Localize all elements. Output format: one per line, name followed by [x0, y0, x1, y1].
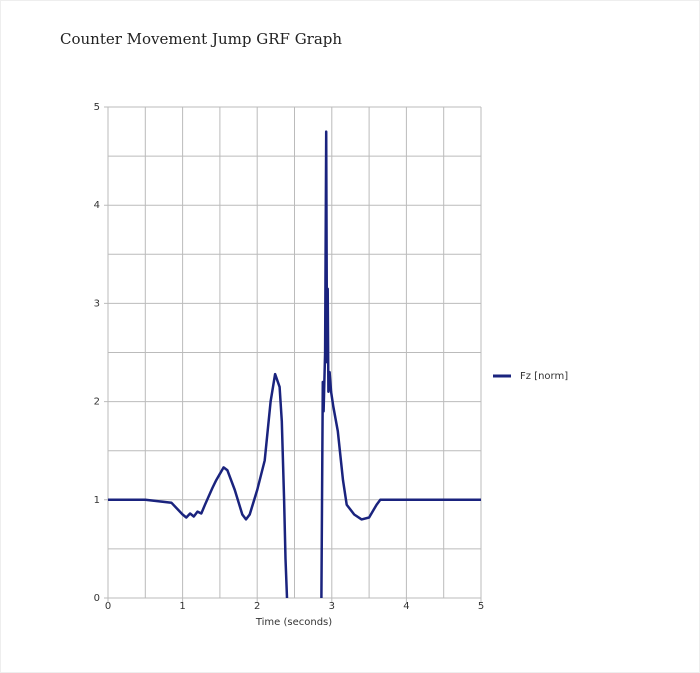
x-tick-label: 3: [329, 601, 335, 612]
y-tick-label: 0: [94, 593, 100, 604]
x-tick-label: 2: [254, 601, 260, 612]
y-tick-label: 5: [94, 102, 100, 113]
x-tick-label: 4: [403, 601, 409, 612]
y-tick-label: 1: [94, 495, 100, 506]
chart-title: Counter Movement Jump GRF Graph: [60, 30, 342, 48]
data-line: [108, 130, 481, 599]
x-tick-label: 1: [179, 601, 185, 612]
y-tick-label: 4: [94, 200, 100, 211]
x-axis-label: Time (seconds): [255, 617, 332, 628]
x-tick-label: 5: [478, 601, 484, 612]
legend-label: Fz [norm]: [520, 371, 568, 382]
y-tick-label: 3: [94, 298, 100, 309]
y-tick-label: 2: [94, 397, 100, 408]
x-tick-label: 0: [105, 601, 111, 612]
